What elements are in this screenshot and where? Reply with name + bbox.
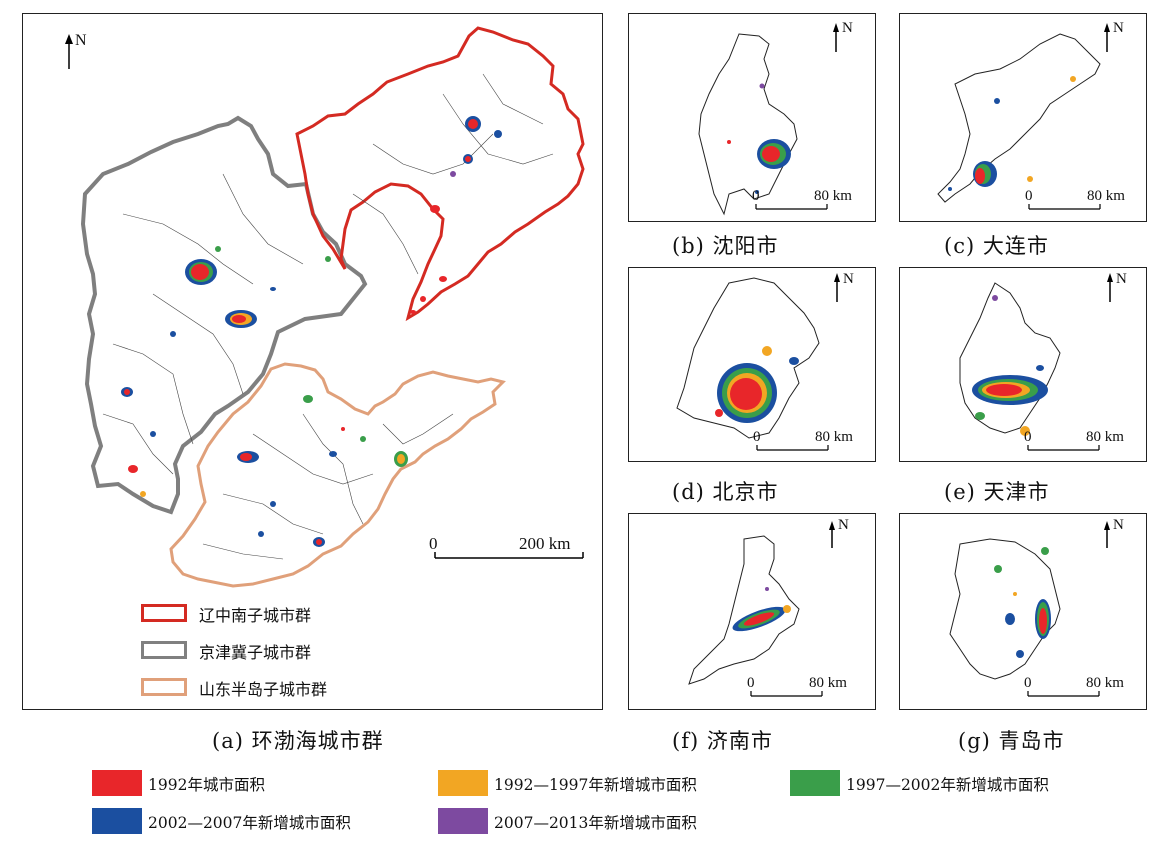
scale-start: 0 (1024, 429, 1032, 445)
north-arrow-icon (833, 23, 839, 52)
period-label: 1992—1997年新增城市面积 (494, 776, 697, 794)
scale-start: 0 (747, 675, 755, 691)
qingdao-caption: (g) 青岛市 (958, 729, 1065, 753)
period-label: 2007—2013年新增城市面积 (494, 814, 697, 832)
north-arrow-icon (1104, 23, 1110, 52)
shenyang-map-panel: N 0 80 km (628, 13, 876, 222)
legend-swatch-shandong (141, 678, 187, 696)
main-scale-bar (434, 552, 584, 559)
scale-start: 0 (752, 188, 760, 204)
period-label: 2002—2007年新增城市面积 (148, 814, 351, 832)
legend-swatch-liaozhongnan (141, 604, 187, 622)
scale-end: 80 km (1086, 429, 1124, 445)
legend-item-jingjinji: 京津冀子城市群 (141, 639, 381, 663)
main-map-panel: N 0 200 km 辽中南子城市群 京津冀子城市群 山东半岛子城市群 (22, 13, 603, 710)
scale-end: 80 km (814, 188, 852, 204)
main-north-label: N (75, 32, 87, 49)
liaozhongnan-boundary (295, 26, 585, 322)
jinan-caption: (f) 济南市 (672, 729, 773, 753)
qingdao-map-panel: N 0 80 km (899, 513, 1147, 710)
north-arrow-icon (65, 34, 73, 69)
legend-label: 京津冀子城市群 (199, 643, 312, 662)
north-label: N (842, 20, 853, 36)
scale-end: 80 km (809, 675, 847, 691)
north-arrow-icon (834, 273, 840, 302)
north-label: N (1113, 517, 1124, 533)
shenyang-map-canvas (698, 23, 839, 216)
north-label: N (1113, 20, 1124, 36)
tianjin-map-panel: N 0 80 km (899, 267, 1147, 462)
scale-start: 0 (1024, 675, 1032, 691)
jinan-map-panel: N 0 80 km (628, 513, 876, 710)
scale-end: 80 km (1087, 188, 1125, 204)
north-arrow-icon (1107, 273, 1113, 302)
main-map-caption: (a) 环渤海城市群 (212, 729, 384, 753)
period-swatch (790, 770, 840, 796)
period-swatch (92, 808, 142, 834)
scale-start: 0 (1025, 188, 1033, 204)
shenyang-caption: (b) 沈阳市 (672, 234, 779, 258)
admin-lines (102, 73, 554, 560)
legend-label: 辽中南子城市群 (199, 606, 312, 625)
period-swatch (92, 770, 142, 796)
beijing-map-panel: N 0 80 km (628, 267, 876, 462)
main-scale-start: 0 (429, 534, 438, 553)
scale-end: 80 km (1086, 675, 1124, 691)
north-arrow-icon (1104, 521, 1110, 548)
period-label: 1997—2002年新增城市面积 (846, 776, 1049, 794)
dalian-map-panel: N 0 80 km (899, 13, 1147, 222)
beijing-map-canvas (676, 273, 840, 451)
qingdao-map-canvas (949, 521, 1110, 697)
period-swatch (438, 770, 488, 796)
legend-swatch-jingjinji (141, 641, 187, 659)
main-city-blobs (121, 116, 502, 547)
tianjin-map-canvas (959, 273, 1113, 451)
main-map-canvas (65, 26, 585, 588)
tianjin-caption: (e) 天津市 (944, 480, 1050, 504)
legend-label: 山东半岛子城市群 (199, 680, 328, 699)
north-arrow-icon (829, 521, 835, 548)
north-label: N (843, 271, 854, 287)
scale-start: 0 (753, 429, 761, 445)
jinan-map-canvas (688, 521, 835, 697)
beijing-caption: (d) 北京市 (672, 480, 779, 504)
dalian-caption: (c) 大连市 (944, 234, 1049, 258)
legend-item-liaozhongnan: 辽中南子城市群 (141, 602, 381, 626)
period-label: 1992年城市面积 (148, 776, 265, 794)
jingjinji-boundary (80, 115, 368, 515)
legend-item-shandong: 山东半岛子城市群 (141, 676, 381, 700)
shandong-boundary (169, 362, 506, 588)
period-swatch (438, 808, 488, 834)
dalian-map-canvas (937, 23, 1110, 210)
north-label: N (1116, 271, 1127, 287)
north-label: N (838, 517, 849, 533)
scale-end: 80 km (815, 429, 853, 445)
main-scale-end: 200 km (519, 534, 571, 553)
